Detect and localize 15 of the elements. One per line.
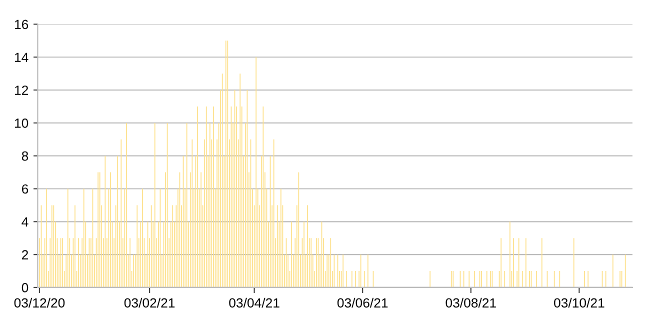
- y-tick-label: 10: [15, 118, 28, 128]
- y-tick-label: 8: [22, 151, 28, 161]
- y-tick-label: 2: [22, 250, 28, 260]
- x-tick-label: 03/06/21: [337, 298, 388, 308]
- y-tick-label: 16: [15, 20, 28, 30]
- y-tick-label: 14: [15, 52, 28, 62]
- y-tick-label: 4: [22, 217, 28, 226]
- x-tick-label: 03/08/21: [446, 298, 496, 308]
- x-tick-label: 03/10/21: [554, 298, 604, 308]
- y-tick-label: 12: [15, 86, 28, 95]
- x-tick-label: 03/02/21: [124, 298, 175, 308]
- x-tick-label: 03/04/21: [229, 298, 280, 308]
- y-tick-label: 6: [22, 184, 28, 194]
- y-tick-label: 0: [22, 283, 28, 292]
- x-tick-label: 03/12/20: [14, 298, 65, 308]
